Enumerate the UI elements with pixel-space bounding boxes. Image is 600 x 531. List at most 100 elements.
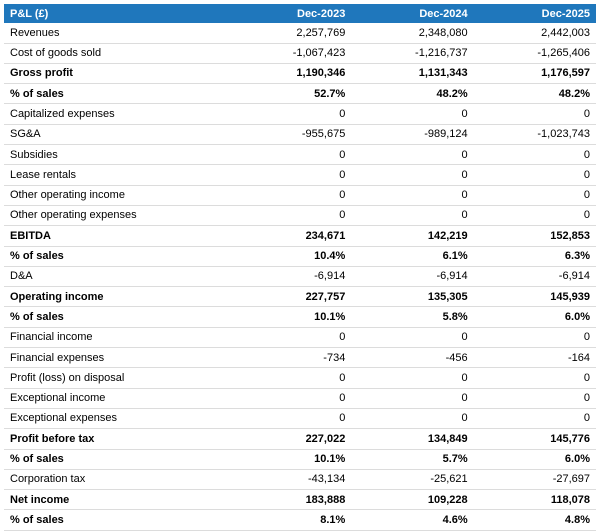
row-value: 0 (351, 368, 473, 388)
row-value: 227,022 (229, 429, 351, 449)
row-value: 48.2% (474, 84, 596, 104)
row-value: 0 (229, 368, 351, 388)
table-body: Revenues2,257,7692,348,0802,442,003Cost … (4, 23, 596, 530)
row-value: 1,190,346 (229, 63, 351, 83)
row-value: 0 (351, 408, 473, 428)
table-row: Lease rentals000 (4, 165, 596, 185)
table-row: Financial income000 (4, 327, 596, 347)
table-row: Profit before tax227,022134,849145,776 (4, 429, 596, 449)
row-value: -456 (351, 348, 473, 368)
row-value: 2,348,080 (351, 23, 473, 43)
row-value: 4.6% (351, 510, 473, 530)
table-row: SG&A-955,675-989,124-1,023,743 (4, 124, 596, 144)
table-row: % of sales10.4%6.1%6.3% (4, 246, 596, 266)
row-value: 0 (229, 185, 351, 205)
row-value: 2,257,769 (229, 23, 351, 43)
row-value: 5.7% (351, 449, 473, 469)
row-value: 0 (474, 388, 596, 408)
row-value: 4.8% (474, 510, 596, 530)
col-header-2025: Dec-2025 (474, 4, 596, 23)
row-label: Revenues (4, 23, 229, 43)
row-label: Gross profit (4, 63, 229, 83)
row-value: -1,265,406 (474, 43, 596, 63)
row-value: 152,853 (474, 226, 596, 246)
row-label: % of sales (4, 84, 229, 104)
row-value: 0 (474, 368, 596, 388)
table-row: D&A-6,914-6,914-6,914 (4, 266, 596, 286)
row-label: Other operating expenses (4, 205, 229, 225)
table-row: Exceptional income000 (4, 388, 596, 408)
row-value: 0 (351, 165, 473, 185)
row-label: % of sales (4, 307, 229, 327)
row-value: 6.1% (351, 246, 473, 266)
row-value: 10.1% (229, 449, 351, 469)
row-value: 0 (474, 185, 596, 205)
row-label: Exceptional income (4, 388, 229, 408)
table-row: Other operating expenses000 (4, 205, 596, 225)
row-label: % of sales (4, 510, 229, 530)
row-value: -27,697 (474, 469, 596, 489)
table-row: % of sales10.1%5.7%6.0% (4, 449, 596, 469)
row-label: Financial income (4, 327, 229, 347)
row-value: -6,914 (351, 266, 473, 286)
row-label: Other operating income (4, 185, 229, 205)
row-value: 0 (229, 408, 351, 428)
row-value: 0 (474, 408, 596, 428)
table-row: EBITDA234,671142,219152,853 (4, 226, 596, 246)
row-value: -164 (474, 348, 596, 368)
row-value: 0 (474, 327, 596, 347)
table-row: Corporation tax-43,134-25,621-27,697 (4, 469, 596, 489)
row-value: 0 (474, 104, 596, 124)
row-label: SG&A (4, 124, 229, 144)
table-row: % of sales52.7%48.2%48.2% (4, 84, 596, 104)
row-label: % of sales (4, 246, 229, 266)
row-label: D&A (4, 266, 229, 286)
row-label: Profit before tax (4, 429, 229, 449)
table-row: Financial expenses-734-456-164 (4, 348, 596, 368)
row-value: 0 (351, 388, 473, 408)
row-value: 0 (229, 205, 351, 225)
table-row: % of sales8.1%4.6%4.8% (4, 510, 596, 530)
table-row: Operating income227,757135,305145,939 (4, 287, 596, 307)
row-value: -734 (229, 348, 351, 368)
row-value: -6,914 (474, 266, 596, 286)
row-value: 6.0% (474, 449, 596, 469)
row-value: 0 (474, 145, 596, 165)
table-row: Exceptional expenses000 (4, 408, 596, 428)
row-value: 52.7% (229, 84, 351, 104)
row-value: -25,621 (351, 469, 473, 489)
row-value: 0 (474, 165, 596, 185)
table-header-row: P&L (£) Dec-2023 Dec-2024 Dec-2025 (4, 4, 596, 23)
row-value: -1,067,423 (229, 43, 351, 63)
row-value: 145,776 (474, 429, 596, 449)
row-value: 0 (229, 104, 351, 124)
row-value: 142,219 (351, 226, 473, 246)
row-value: 8.1% (229, 510, 351, 530)
row-value: 227,757 (229, 287, 351, 307)
row-label: Operating income (4, 287, 229, 307)
row-label: Cost of goods sold (4, 43, 229, 63)
table-row: Profit (loss) on disposal000 (4, 368, 596, 388)
table-row: Capitalized expenses000 (4, 104, 596, 124)
col-header-2023: Dec-2023 (229, 4, 351, 23)
row-value: 0 (474, 205, 596, 225)
row-value: 0 (229, 327, 351, 347)
row-value: 5.8% (351, 307, 473, 327)
col-header-label: P&L (£) (4, 4, 229, 23)
row-value: -43,134 (229, 469, 351, 489)
table-row: Other operating income000 (4, 185, 596, 205)
row-value: 6.3% (474, 246, 596, 266)
row-value: 6.0% (474, 307, 596, 327)
row-value: 145,939 (474, 287, 596, 307)
row-label: Lease rentals (4, 165, 229, 185)
row-value: 0 (229, 388, 351, 408)
row-value: -6,914 (229, 266, 351, 286)
row-value: 134,849 (351, 429, 473, 449)
table-row: Gross profit1,190,3461,131,3431,176,597 (4, 63, 596, 83)
row-value: 0 (229, 165, 351, 185)
row-value: 0 (351, 185, 473, 205)
row-value: 1,131,343 (351, 63, 473, 83)
row-value: 0 (351, 104, 473, 124)
row-label: Capitalized expenses (4, 104, 229, 124)
row-value: -1,023,743 (474, 124, 596, 144)
